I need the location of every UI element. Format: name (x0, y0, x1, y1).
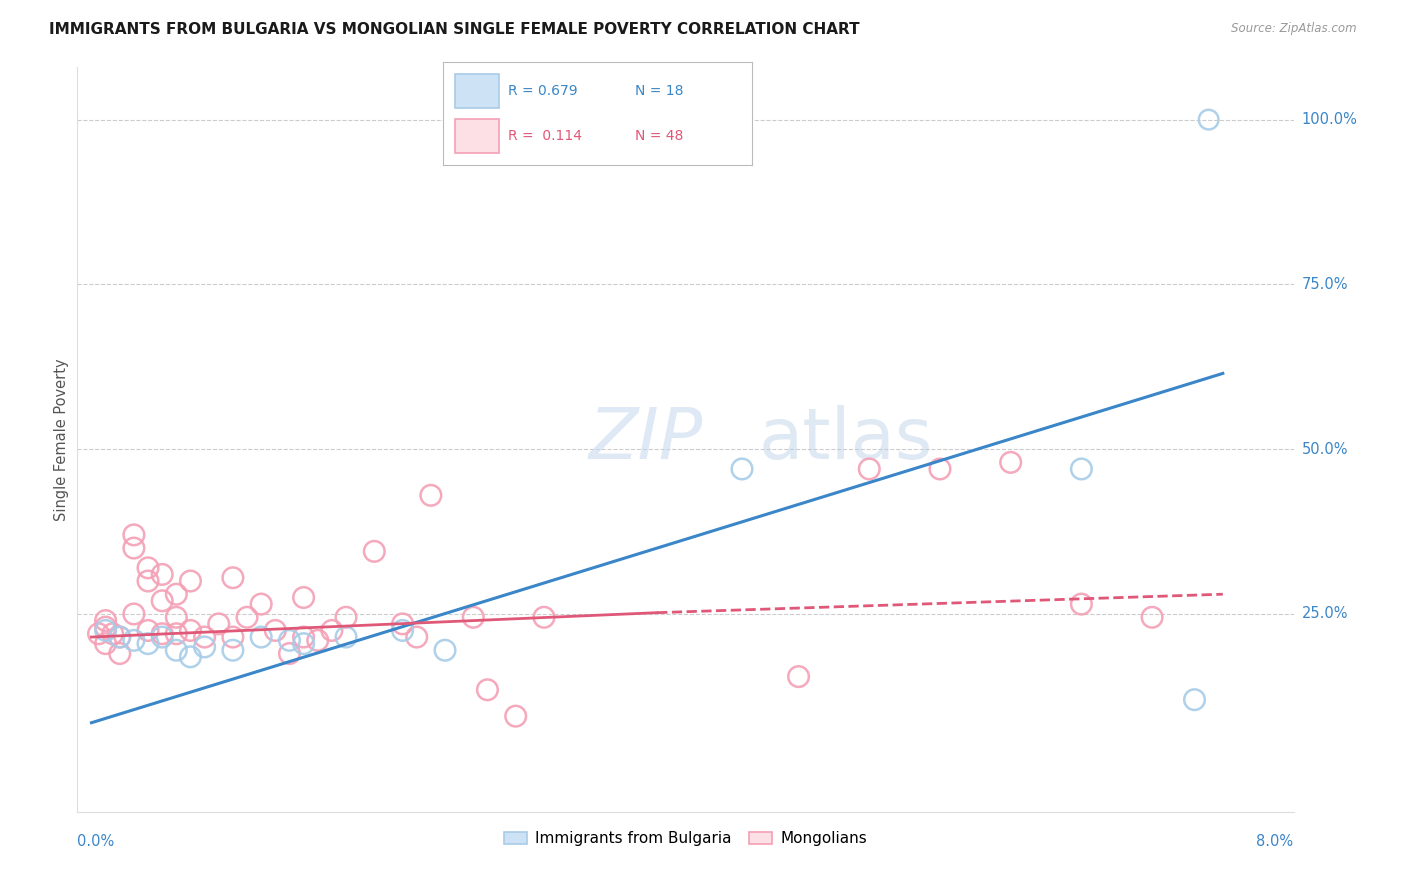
Point (150, 567, 173, 582)
Point (292, 591, 315, 605)
Bar (456, 119, 499, 153)
Text: 75.0%: 75.0% (1302, 277, 1348, 292)
Point (463, 610, 485, 624)
Text: N = 48: N = 48 (634, 128, 683, 143)
Text: atlas: atlas (758, 405, 932, 474)
Point (136, 637, 159, 651)
Point (434, 643, 457, 657)
Point (391, 616, 413, 631)
Point (222, 630, 245, 644)
Text: 0.0%: 0.0% (77, 834, 114, 849)
Point (858, 462, 880, 476)
Point (222, 643, 245, 657)
Point (101, 626, 124, 640)
Point (307, 633, 329, 648)
Point (1070, 597, 1092, 611)
Y-axis label: Single Female Poverty: Single Female Poverty (53, 358, 69, 521)
Point (150, 594, 173, 608)
Point (1198, 112, 1220, 127)
Text: ZIP: ZIP (588, 405, 703, 474)
Point (1140, 610, 1163, 624)
Point (108, 630, 131, 644)
Point (505, 709, 527, 723)
Text: 100.0%: 100.0% (1302, 112, 1358, 128)
Point (208, 616, 231, 631)
Point (477, 682, 499, 697)
Text: R = 0.679: R = 0.679 (508, 84, 578, 97)
Point (165, 610, 187, 624)
Point (321, 624, 343, 638)
Point (419, 488, 441, 502)
Point (1184, 692, 1206, 706)
Point (108, 630, 131, 644)
Point (250, 630, 273, 644)
Point (179, 624, 201, 638)
Text: 50.0%: 50.0% (1302, 442, 1348, 457)
Legend: Immigrants from Bulgaria, Mongolians: Immigrants from Bulgaria, Mongolians (498, 825, 873, 853)
Point (787, 670, 810, 684)
Point (236, 610, 259, 624)
Point (278, 647, 301, 661)
Point (222, 571, 245, 585)
Point (179, 649, 201, 664)
Point (150, 630, 173, 644)
Point (165, 643, 187, 657)
Point (87, 626, 110, 640)
Point (94, 614, 117, 628)
Point (194, 630, 217, 644)
Point (292, 630, 315, 644)
Text: 25.0%: 25.0% (1302, 607, 1348, 622)
Point (335, 630, 357, 644)
Point (929, 462, 952, 476)
Bar (456, 74, 499, 108)
Point (292, 637, 315, 651)
Point (278, 633, 301, 648)
Point (122, 607, 145, 621)
Point (94, 637, 117, 651)
Point (94, 624, 117, 638)
Point (136, 561, 159, 575)
Text: 8.0%: 8.0% (1257, 834, 1294, 849)
Point (179, 574, 201, 588)
Point (1000, 455, 1022, 469)
Point (165, 587, 187, 601)
Point (122, 633, 145, 648)
Point (108, 647, 131, 661)
Point (391, 624, 413, 638)
Text: R =  0.114: R = 0.114 (508, 128, 582, 143)
Point (136, 574, 159, 588)
Point (533, 610, 555, 624)
Text: N = 18: N = 18 (634, 84, 683, 97)
Point (405, 630, 427, 644)
Point (150, 626, 173, 640)
Point (122, 541, 145, 555)
Point (136, 624, 159, 638)
Point (165, 626, 187, 640)
Text: IMMIGRANTS FROM BULGARIA VS MONGOLIAN SINGLE FEMALE POVERTY CORRELATION CHART: IMMIGRANTS FROM BULGARIA VS MONGOLIAN SI… (49, 22, 860, 37)
Point (94, 620, 117, 634)
Point (122, 528, 145, 542)
Point (335, 610, 357, 624)
Point (194, 640, 217, 654)
Point (264, 624, 287, 638)
Point (363, 544, 385, 558)
Point (731, 462, 754, 476)
Point (1070, 462, 1092, 476)
Text: Source: ZipAtlas.com: Source: ZipAtlas.com (1232, 22, 1357, 36)
Point (250, 597, 273, 611)
